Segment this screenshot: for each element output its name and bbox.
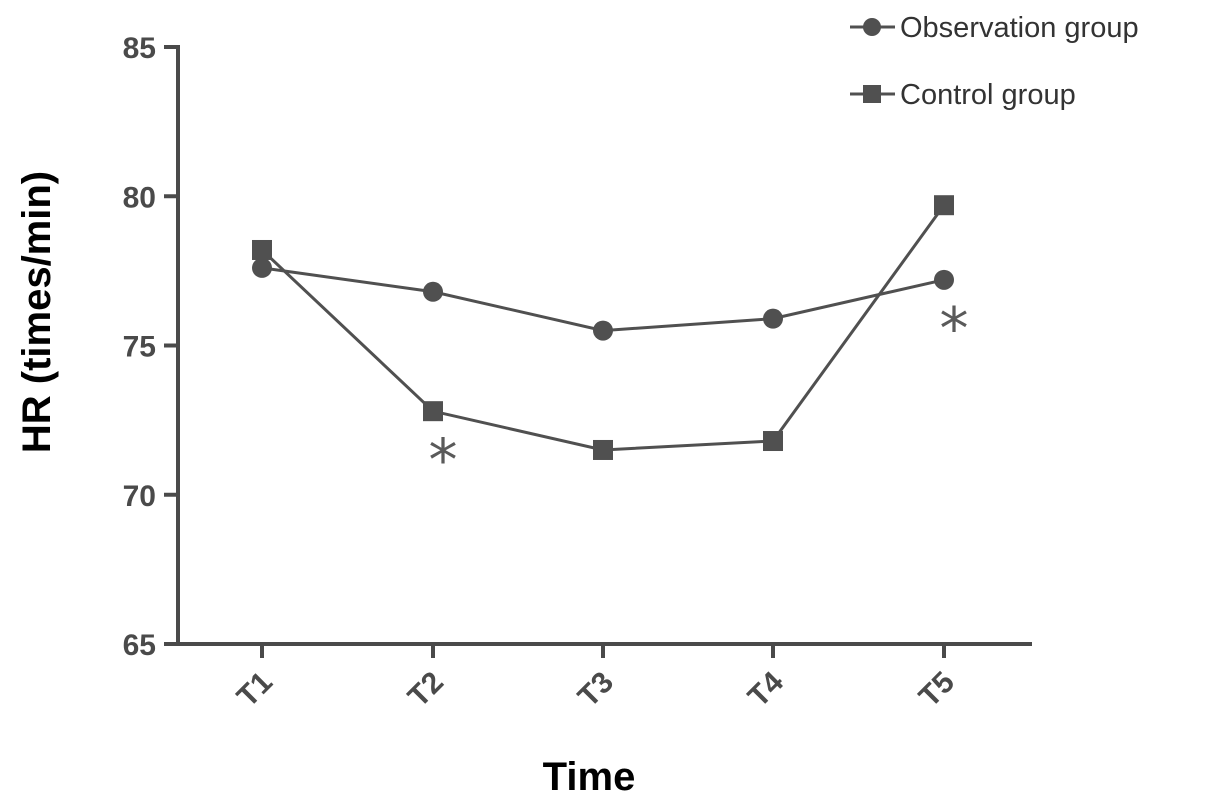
data-point-square [593, 439, 613, 460]
x-tick-label: T2 [402, 666, 450, 714]
legend-label: Control group [900, 79, 1076, 111]
series-control [252, 195, 954, 460]
axes: 65 70 75 80 85 T1 T2 T3 T4 T5 [123, 32, 1032, 714]
x-tick-label: T3 [572, 666, 620, 714]
data-point-square [252, 239, 272, 260]
legend-item: Control group [850, 79, 1076, 111]
series-layer [252, 195, 954, 460]
y-tick-label: 85 [123, 32, 156, 65]
legend-marker-circle [863, 18, 881, 36]
legend-item: Observation group [850, 12, 1139, 44]
y-tick-label: 70 [123, 480, 156, 513]
legend-label: Observation group [900, 12, 1139, 44]
data-point-square [763, 431, 783, 452]
annotations: ** [429, 295, 969, 494]
x-tick-label: T1 [231, 666, 279, 714]
y-axis-title: HR (times/min) [15, 171, 59, 453]
y-tick-label: 65 [123, 629, 156, 662]
data-point-square [423, 401, 443, 422]
data-point-circle [593, 320, 613, 341]
data-point-circle [763, 308, 783, 329]
significance-asterisk: * [429, 426, 458, 494]
data-point-circle [423, 281, 443, 302]
x-tick-label: T5 [913, 666, 961, 714]
series-observation [252, 257, 954, 341]
significance-asterisk: * [940, 295, 969, 363]
data-point-circle [252, 257, 272, 278]
data-point-circle [934, 269, 954, 290]
y-tick-label: 80 [123, 181, 156, 214]
legend: Observation group Control group [850, 12, 1139, 111]
legend-marker-square [863, 85, 881, 103]
y-tick-label: 75 [123, 331, 156, 364]
data-point-square [934, 195, 954, 216]
x-axis-title: Time [543, 755, 636, 799]
x-tick-label: T4 [742, 665, 790, 713]
